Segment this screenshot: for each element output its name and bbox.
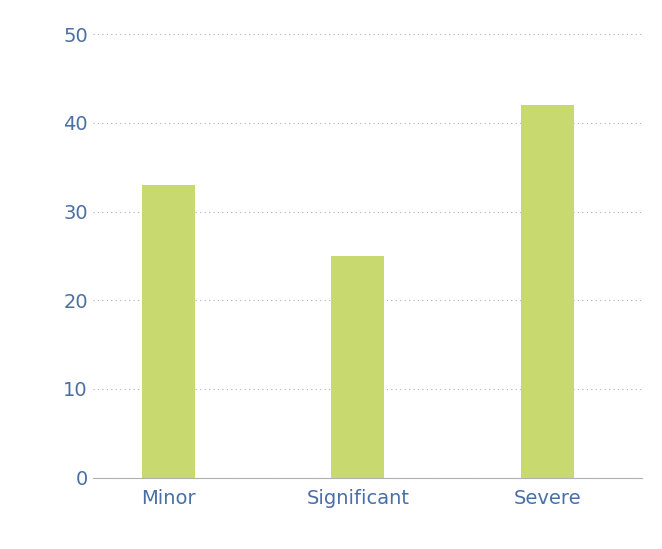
Bar (521, 105, 574, 478)
Bar (142, 185, 195, 478)
Bar (332, 256, 385, 478)
